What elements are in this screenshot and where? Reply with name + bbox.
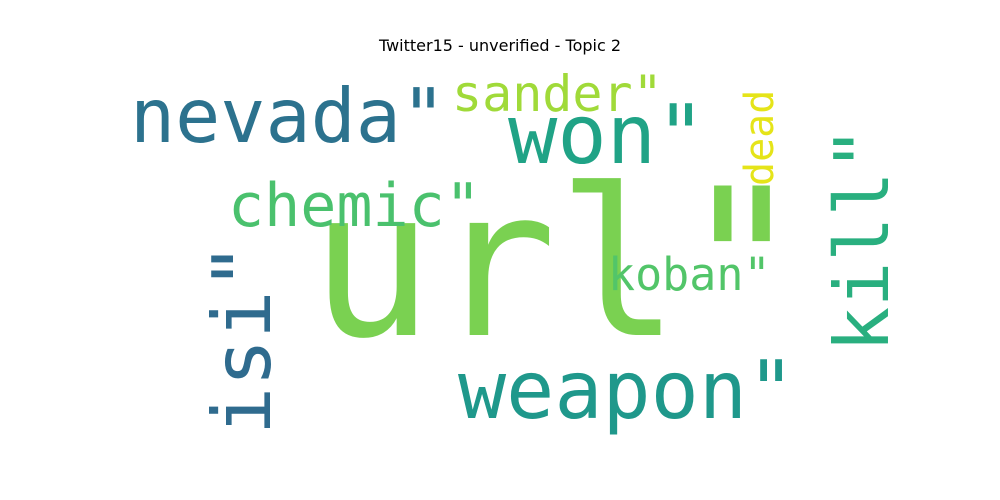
- word-chemic: chemic": [228, 171, 481, 241]
- word-won: won": [508, 88, 705, 183]
- word-dead: dead: [737, 90, 783, 186]
- word-kill: kill": [818, 126, 906, 352]
- word-koban: koban": [608, 248, 771, 301]
- word-weapon: weapon": [458, 344, 795, 437]
- word-sander: sander": [452, 65, 663, 123]
- word-isi: isi": [196, 242, 289, 435]
- word-url: url": [310, 146, 804, 384]
- chart-title: Twitter15 - unverified - Topic 2: [378, 36, 622, 55]
- word-nevada: nevada": [130, 72, 446, 160]
